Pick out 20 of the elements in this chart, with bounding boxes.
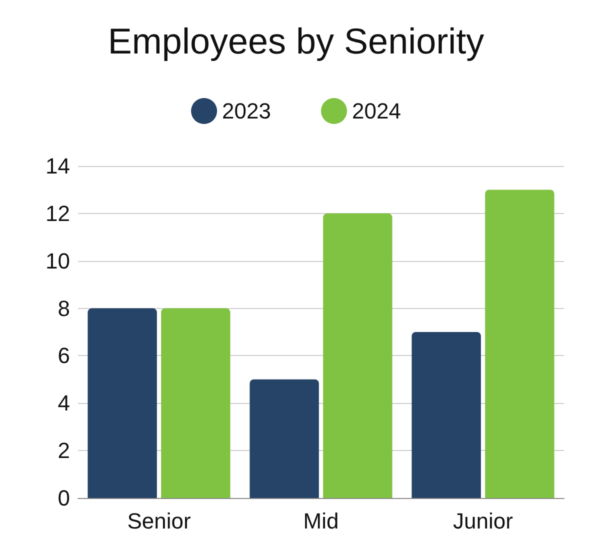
chart-title: Employees by Seniority bbox=[108, 20, 484, 62]
legend-label: 2024 bbox=[352, 98, 401, 124]
y-tick-label: 6 bbox=[58, 343, 70, 368]
y-tick-label: 0 bbox=[58, 486, 70, 510]
bar bbox=[485, 190, 554, 498]
y-tick-label: 4 bbox=[58, 390, 70, 416]
x-tick-label: Senior bbox=[127, 508, 191, 534]
y-tick-label: 12 bbox=[46, 200, 70, 226]
bar bbox=[412, 332, 481, 498]
x-tick-label: Junior bbox=[453, 508, 513, 534]
bar bbox=[88, 308, 157, 498]
y-tick-label: 2 bbox=[58, 438, 70, 464]
y-tick-label: 10 bbox=[46, 248, 70, 274]
bar bbox=[323, 213, 392, 498]
bar bbox=[161, 308, 230, 498]
legend-label: 2023 bbox=[222, 98, 272, 124]
x-tick-label: Mid bbox=[303, 508, 339, 534]
y-tick-label: 8 bbox=[58, 296, 70, 321]
bar bbox=[250, 379, 319, 498]
y-tick-label: 14 bbox=[46, 154, 70, 178]
